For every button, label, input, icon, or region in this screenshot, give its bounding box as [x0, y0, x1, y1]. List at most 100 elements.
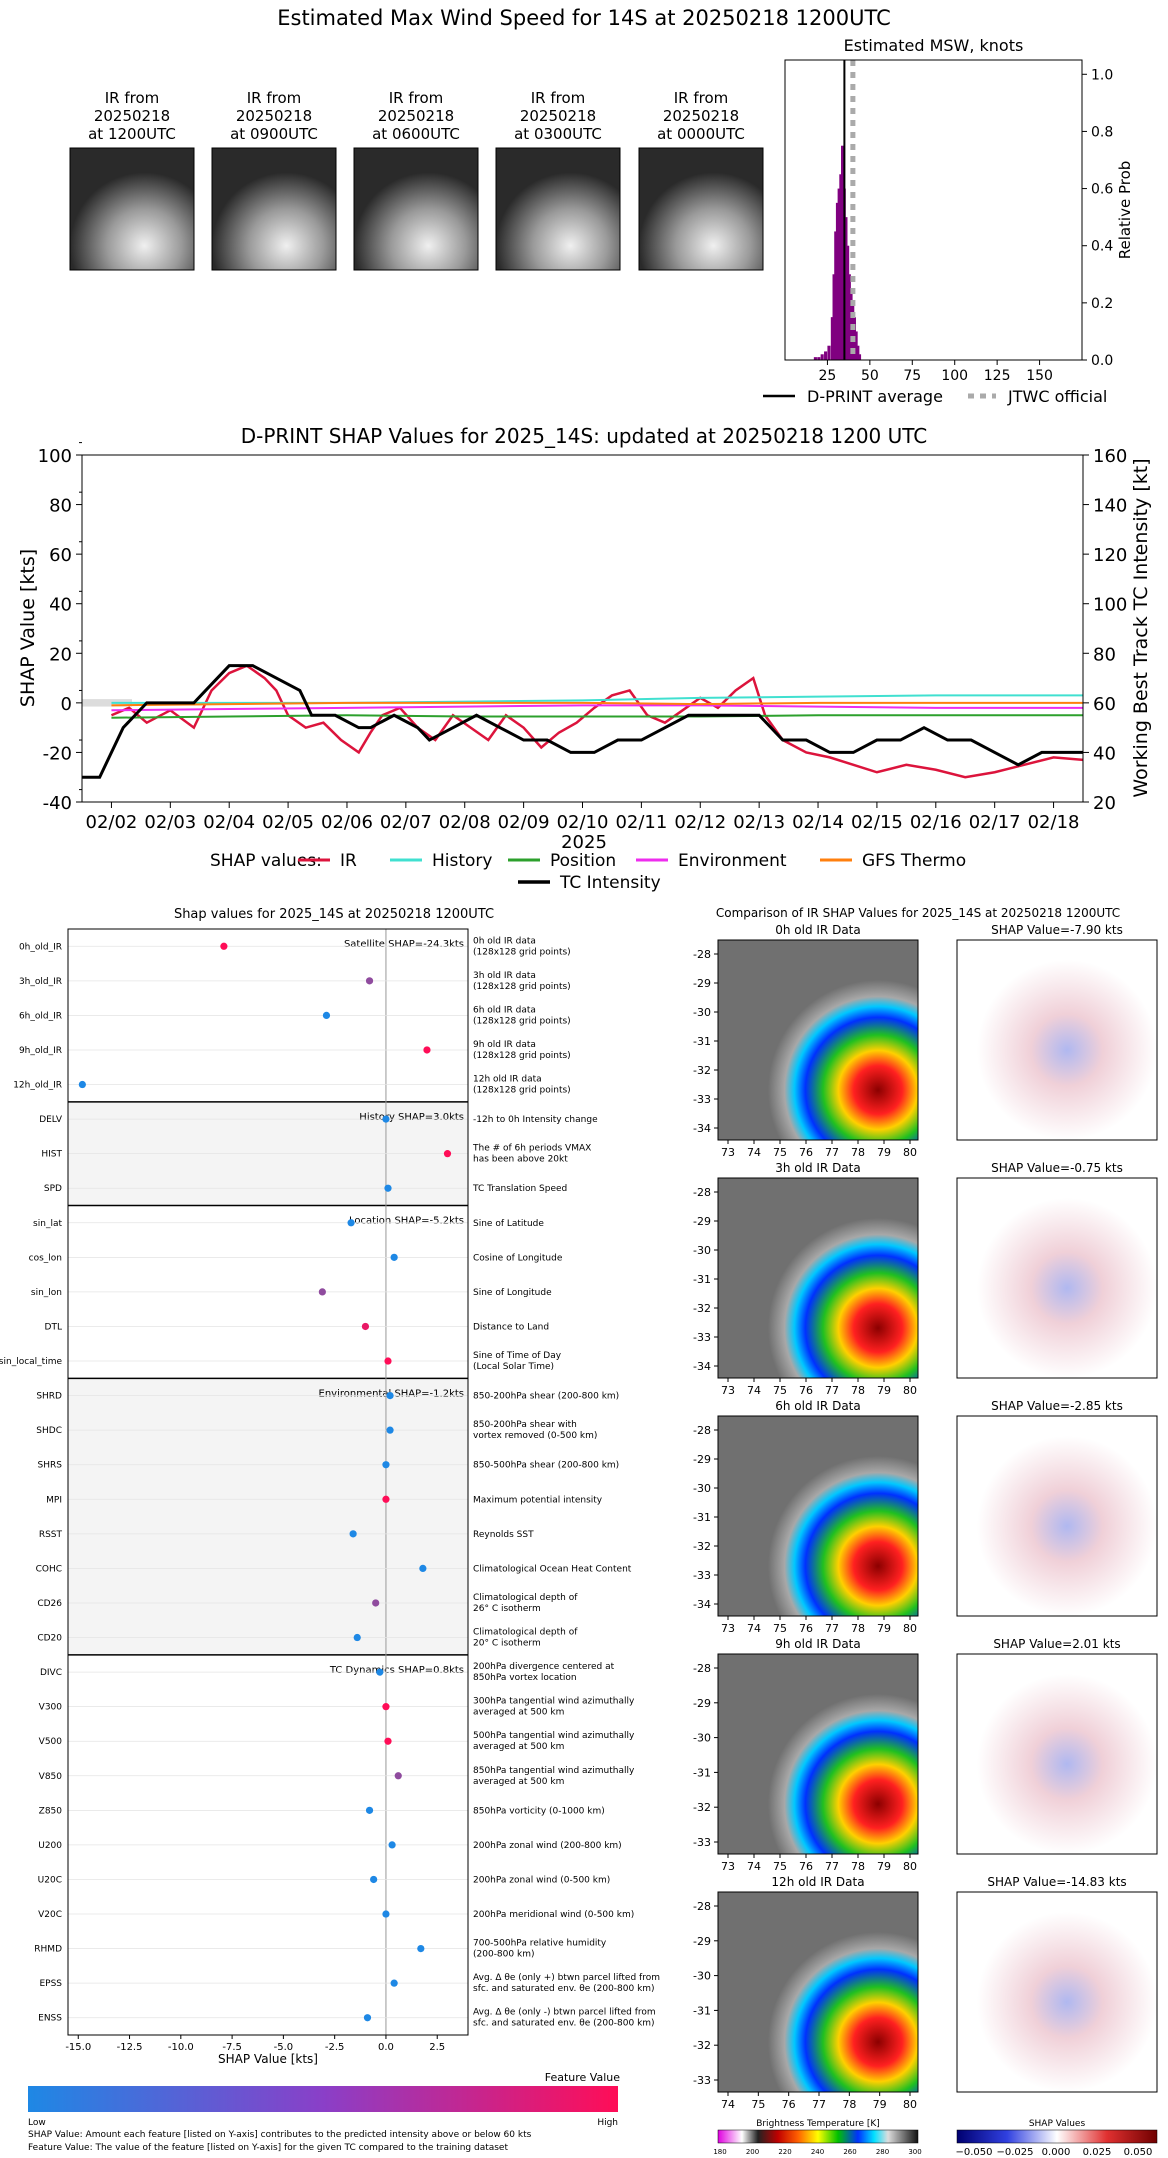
thumbnail-title: IR from: [674, 89, 729, 107]
comparison-title: Comparison of IR SHAP Values for 2025_14…: [716, 906, 1120, 920]
feature-description: (Local Solar Time): [473, 1362, 554, 1372]
map-x-tick-label: 80: [903, 1384, 917, 1397]
map-y-tick-label: -32: [693, 1302, 711, 1315]
ir-map-image: [717, 1653, 919, 1855]
feature-name: SPD: [44, 1184, 62, 1194]
map-y-tick-label: -31: [693, 1511, 711, 1524]
feature-description: 200hPa zonal wind (0-500 km): [473, 1875, 610, 1885]
feature-plot-frame: [67, 928, 469, 2036]
histogram-bar: [846, 245, 850, 360]
map-y-tick-label: -31: [693, 2004, 711, 2017]
feature-point: [376, 1668, 384, 1676]
comparison-row: 3h old IR Data -28 -29 -30 -31 -32 -33 -34 73 74 7…: [693, 1161, 1158, 1397]
x-tick-label: 02/12: [674, 812, 726, 833]
feature-description: sfc. and saturated env. θe (200-800 km): [473, 2019, 655, 2029]
y-tick-label: 20: [49, 644, 72, 665]
feature-point: [365, 977, 374, 985]
group-label: History SHAP=3.0kts: [359, 1112, 464, 1123]
map-y-tick-label: -28: [693, 1424, 711, 1437]
map-x-tick-label: 74: [747, 1384, 761, 1397]
map-y-tick-label: -33: [693, 1836, 711, 1849]
feature-name: CD26: [37, 1599, 62, 1609]
y-right-tick-label: 60: [1093, 694, 1116, 715]
bt-colorbar-tick: 180: [713, 2148, 726, 2156]
timeseries-title: D-PRINT SHAP Values for 2025_14S: update…: [241, 424, 928, 448]
feature-name: EPSS: [39, 1979, 62, 1989]
series-line-gfs_thermo: [111, 701, 1083, 707]
x-tick-label: -5.0: [274, 2042, 294, 2053]
histogram-bar: [851, 302, 855, 360]
feature-point: [382, 1910, 390, 1918]
feature-description: Maximum potential intensity: [473, 1495, 603, 1505]
x-tick-label: 02/03: [144, 812, 196, 833]
shap-colorbar-tick: −0.050: [955, 2147, 992, 2158]
feature-description: Avg. Δ θe (only -) btwn parcel lifted fr…: [473, 2008, 656, 2018]
y-tick-label: 60: [49, 545, 72, 566]
shap-timeseries: D-PRINT SHAP Values for 2025_14S: update…: [17, 424, 1152, 893]
feature-description: Distance to Land: [473, 1322, 549, 1332]
legend-label-intensity: TC Intensity: [559, 873, 661, 893]
feature-name: SHRD: [36, 1392, 62, 1402]
feature-description: 200hPa divergence centered at: [473, 1662, 615, 1672]
group-label: Satellite SHAP=-24.3kts: [344, 939, 464, 950]
feature-point: [384, 1357, 392, 1365]
map-y-tick-label: -33: [693, 1569, 711, 1582]
feature-point: [370, 1875, 378, 1884]
feature-description: 3h old IR data: [473, 971, 536, 981]
map-x-tick-label: 78: [851, 1622, 865, 1635]
legend-label-ir: IR: [340, 851, 357, 871]
footnote-feature: Feature Value: The value of the feature …: [28, 2143, 508, 2153]
y-tick-label: 0.4: [1091, 239, 1113, 255]
map-y-tick-label: -28: [693, 948, 711, 961]
feature-point: [388, 1841, 396, 1849]
map-x-tick-label: 75: [773, 1860, 787, 1873]
timeseries-ylabel: SHAP Value [kts]: [17, 549, 39, 707]
comparison-row: 9h old IR Data -28 -29 -30 -31 -32 -33 73 74 75 76…: [693, 1637, 1158, 1873]
map-x-tick-label: 76: [799, 1146, 813, 1159]
y-tick-label: 0.8: [1091, 124, 1113, 140]
bt-colorbar: [717, 2129, 919, 2144]
histogram-bar: [847, 274, 851, 360]
shap-map-image: [956, 1653, 1158, 1855]
x-tick-label: -12.5: [117, 2042, 143, 2053]
feature-point: [220, 942, 228, 950]
legend-jtwc-label: JTWC official: [1007, 387, 1107, 406]
shap-map-image: [956, 939, 1158, 1141]
feature-name: SHDC: [36, 1426, 62, 1436]
feature-description: 26° C isotherm: [473, 1604, 541, 1614]
x-tick-label: -15.0: [65, 2042, 91, 2053]
map-x-tick-label: 77: [825, 1146, 839, 1159]
x-tick-label: 2.5: [429, 2042, 445, 2053]
map-y-tick-label: -32: [693, 1801, 711, 1814]
map-x-tick-label: 79: [877, 1860, 891, 1873]
legend-label-history: History: [432, 851, 492, 871]
colorbar-title: Feature Value: [545, 2071, 621, 2084]
feature-name: DIVC: [40, 1668, 62, 1678]
feature-point: [363, 2014, 372, 2022]
feature-description: TC Translation Speed: [472, 1184, 567, 1194]
histogram-bar: [830, 317, 834, 360]
feature-name: sin_local_time: [0, 1357, 62, 1367]
map-x-tick-label: 75: [751, 2098, 765, 2111]
y-tick-label: 0: [61, 694, 72, 715]
shap-map-image: [956, 1177, 1158, 1379]
x-tick-label: -10.0: [168, 2042, 194, 2053]
feature-point: [365, 1806, 374, 1814]
thumbnail-time: at 0900UTC: [230, 125, 318, 143]
feature-description: Reynolds SST: [473, 1530, 534, 1540]
feature-description: 500hPa tangential wind azimuthally: [473, 1731, 635, 1741]
bt-colorbar-tick: 280: [876, 2148, 889, 2156]
map-y-tick-label: -30: [693, 1006, 711, 1019]
feature-point: [318, 1288, 326, 1296]
thumbnail-title: IR from: [247, 89, 302, 107]
histogram-bar: [841, 145, 845, 360]
colorbar-high: High: [597, 2118, 618, 2128]
y-right-tick-label: 120: [1093, 545, 1127, 566]
shap-map-title: SHAP Value=-7.90 kts: [991, 923, 1123, 937]
feature-description: 850hPa tangential wind azimuthally: [473, 1766, 635, 1776]
feature-description: Sine of Latitude: [473, 1219, 544, 1229]
histogram-bar: [856, 345, 860, 360]
feature-name: ENSS: [38, 2014, 62, 2024]
map-y-tick-label: -28: [693, 1662, 711, 1675]
